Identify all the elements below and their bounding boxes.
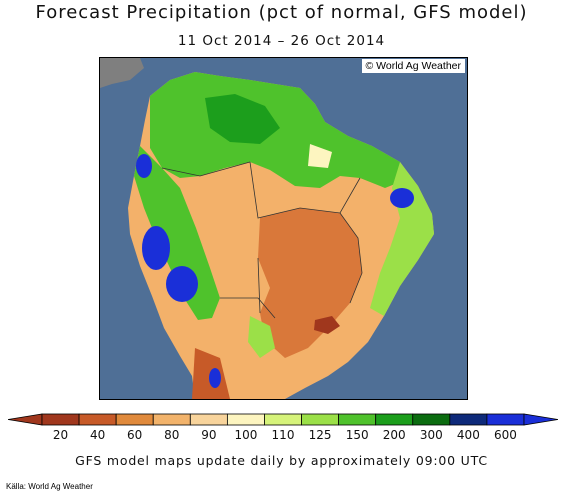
- colorbar-left-arrow: [8, 413, 43, 426]
- colorbar-label: 125: [309, 428, 332, 442]
- south-green-patch: [248, 316, 275, 358]
- dry-core-region: [258, 208, 362, 358]
- map-canvas: [100, 58, 467, 399]
- colorbar-swatch: [41, 413, 80, 426]
- colorbar-swatch: [115, 413, 154, 426]
- andes-blue-north: [142, 226, 170, 270]
- very-dry-spot: [314, 316, 340, 334]
- colorbar-swatch: [486, 413, 525, 426]
- northeast-blue: [390, 188, 414, 208]
- date-range: 11 Oct 2014 – 26 Oct 2014: [177, 33, 386, 49]
- ecuador-blue: [136, 154, 152, 178]
- colorbar-swatch: [78, 413, 117, 426]
- colorbar-label: 600: [494, 428, 517, 442]
- country-borders: [161, 161, 363, 319]
- colorbar-swatch: [264, 413, 302, 426]
- colorbar-swatch: [449, 413, 488, 426]
- colorbar-label: 150: [346, 428, 369, 442]
- central-america-land: [100, 58, 144, 88]
- colorbar-swatch: [412, 413, 451, 426]
- precipitation-map: © World Ag Weather: [99, 57, 468, 400]
- colorbar-label: 400: [457, 428, 480, 442]
- colorbar-legend: 20 40 60 80 90 100 110 125 150 200 300 400 600: [8, 412, 558, 442]
- east-coast-wet: [370, 162, 434, 316]
- update-note: GFS model maps update daily by approxima…: [75, 453, 488, 468]
- colorbar-swatch: [301, 413, 340, 426]
- colorbar-swatch: [375, 413, 414, 426]
- north-very-wet: [205, 94, 280, 144]
- colorbar-swatch: [152, 413, 191, 426]
- colorbar-label: 200: [383, 428, 406, 442]
- colorbar-label: 90: [201, 428, 216, 442]
- andes-blue-south: [166, 266, 198, 302]
- colorbar-label: 100: [234, 428, 257, 442]
- colorbar-label: 300: [420, 428, 443, 442]
- colorbar-label: 40: [90, 428, 105, 442]
- colorbar-label: 20: [53, 428, 68, 442]
- source-credit: Källa: World Ag Weather: [6, 482, 93, 491]
- colorbar-label: 80: [164, 428, 179, 442]
- south-blue-spot: [209, 368, 221, 388]
- colorbar: 20 40 60 80 90 100 110 125 150 200 300 400 600: [8, 413, 558, 442]
- colorbar-right-arrow: [523, 413, 558, 426]
- colorbar-swatch: [226, 413, 265, 426]
- map-title: Forecast Precipitation (pct of normal, G…: [35, 2, 528, 23]
- colorbar-label: 60: [127, 428, 142, 442]
- colorbar-label: 110: [272, 428, 295, 442]
- map-copyright: © World Ag Weather: [361, 59, 465, 73]
- colorbar-swatch: [189, 413, 228, 426]
- colorbar-swatch: [338, 413, 377, 426]
- andes-wet-strip: [134, 146, 220, 320]
- north-yellow: [308, 144, 332, 168]
